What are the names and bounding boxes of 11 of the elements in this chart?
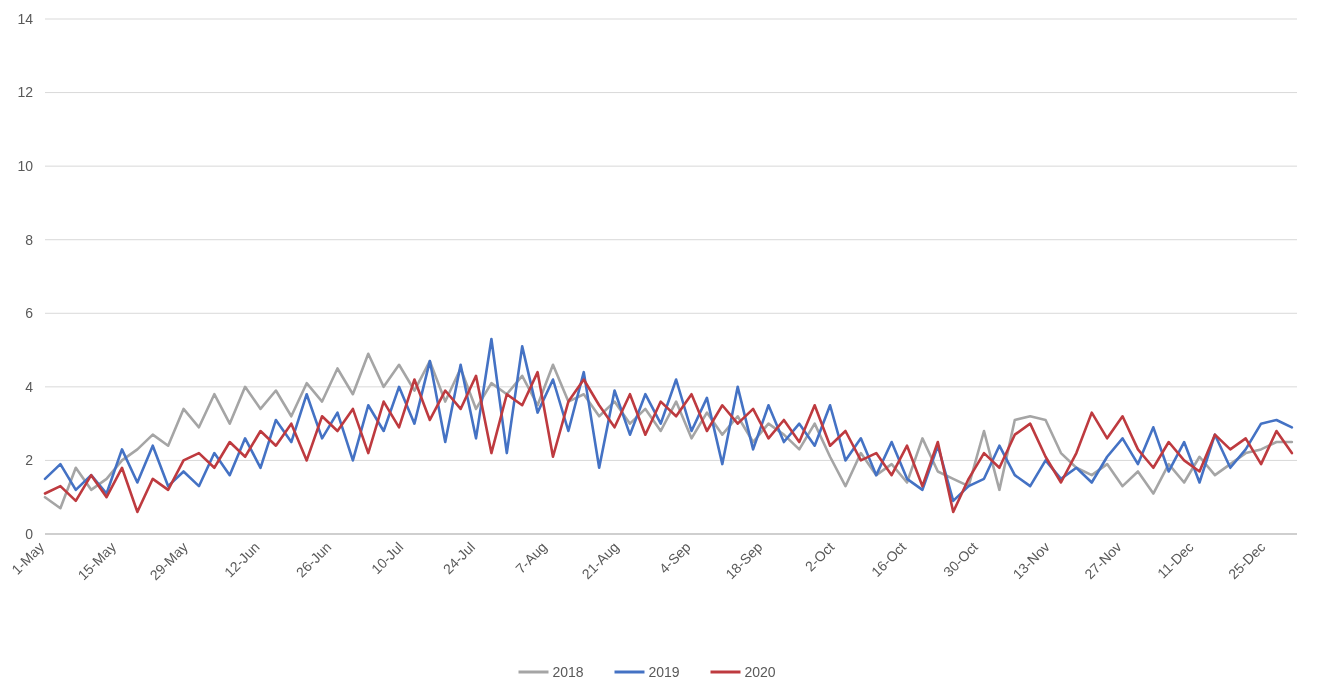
legend-label: 2020 [744, 663, 776, 680]
legend-label: 2018 [552, 663, 584, 680]
legend-label: 2019 [648, 663, 680, 680]
y-tick-label: 0 [25, 525, 34, 542]
y-tick-label: 4 [25, 378, 34, 395]
y-tick-label: 10 [17, 158, 34, 175]
y-tick-label: 6 [25, 305, 34, 322]
y-tick-label: 8 [25, 231, 34, 248]
y-tick-label: 2 [25, 452, 34, 469]
y-tick-label: 14 [17, 10, 34, 27]
y-tick-label: 12 [17, 84, 34, 101]
